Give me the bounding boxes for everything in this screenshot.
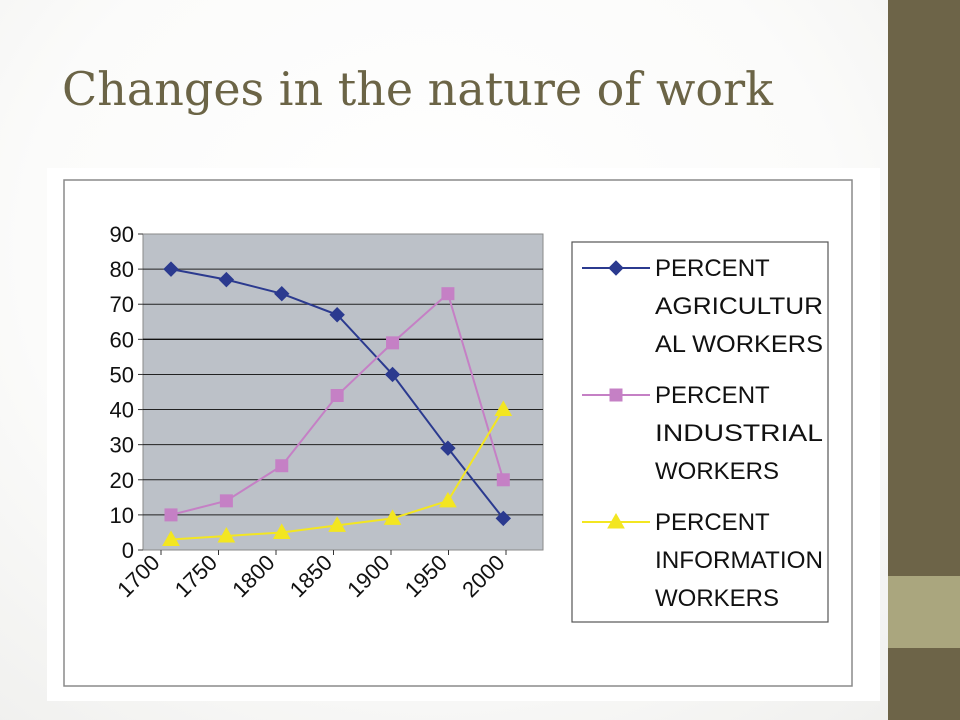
legend-label: WORKERS bbox=[655, 458, 779, 485]
y-tick-label: 50 bbox=[110, 362, 134, 387]
side-accent-block bbox=[888, 576, 960, 648]
data-point bbox=[495, 510, 512, 527]
y-tick-label: 80 bbox=[110, 257, 134, 282]
legend-label: INFORMATION bbox=[655, 547, 823, 574]
data-point bbox=[217, 526, 236, 543]
legend-marker-2 bbox=[609, 388, 623, 402]
chart-panel: 0 10 20 30 40 50 60 70 80 90 1700 1750 1800 1850 1900 1… bbox=[47, 168, 880, 701]
legend-box bbox=[571, 241, 829, 623]
data-point bbox=[329, 307, 345, 323]
data-point bbox=[383, 509, 402, 525]
slide-title: Changes in the nature of work bbox=[62, 62, 773, 116]
legend-marker-1 bbox=[608, 260, 624, 276]
data-point bbox=[328, 516, 347, 532]
legend-label: INDUSTRIAL bbox=[655, 420, 823, 447]
data-point bbox=[384, 366, 401, 383]
y-tick-label: 40 bbox=[110, 398, 134, 423]
data-point bbox=[275, 459, 289, 473]
data-point bbox=[439, 491, 457, 508]
data-point bbox=[163, 261, 179, 277]
data-point bbox=[386, 336, 400, 350]
data-point bbox=[164, 508, 178, 522]
data-point bbox=[272, 523, 291, 539]
y-tick-label: 30 bbox=[110, 433, 134, 458]
legend-label: AL WORKERS bbox=[655, 331, 823, 358]
y-tick-label: 10 bbox=[110, 503, 134, 528]
legend-marker-3 bbox=[607, 512, 625, 529]
data-point bbox=[330, 389, 344, 403]
data-point bbox=[440, 440, 456, 456]
y-tick-label: 0 bbox=[122, 538, 134, 563]
legend-label: PERCENT bbox=[655, 255, 770, 282]
data-point bbox=[162, 530, 180, 546]
data-point bbox=[218, 271, 235, 288]
y-tick-label: 60 bbox=[110, 327, 134, 352]
data-point bbox=[496, 473, 510, 487]
y-tick-label: 20 bbox=[110, 468, 134, 493]
data-point bbox=[274, 285, 290, 302]
legend-label: WORKERS bbox=[655, 585, 779, 612]
data-point bbox=[441, 287, 455, 301]
legend-label: PERCENT bbox=[655, 509, 770, 536]
legend-label: PERCENT bbox=[655, 382, 770, 409]
y-tick-label: 70 bbox=[110, 292, 134, 317]
data-point bbox=[219, 494, 233, 508]
y-tick-label: 90 bbox=[110, 222, 134, 247]
data-point bbox=[494, 400, 513, 417]
legend-label: AGRICULTUR bbox=[655, 293, 823, 320]
